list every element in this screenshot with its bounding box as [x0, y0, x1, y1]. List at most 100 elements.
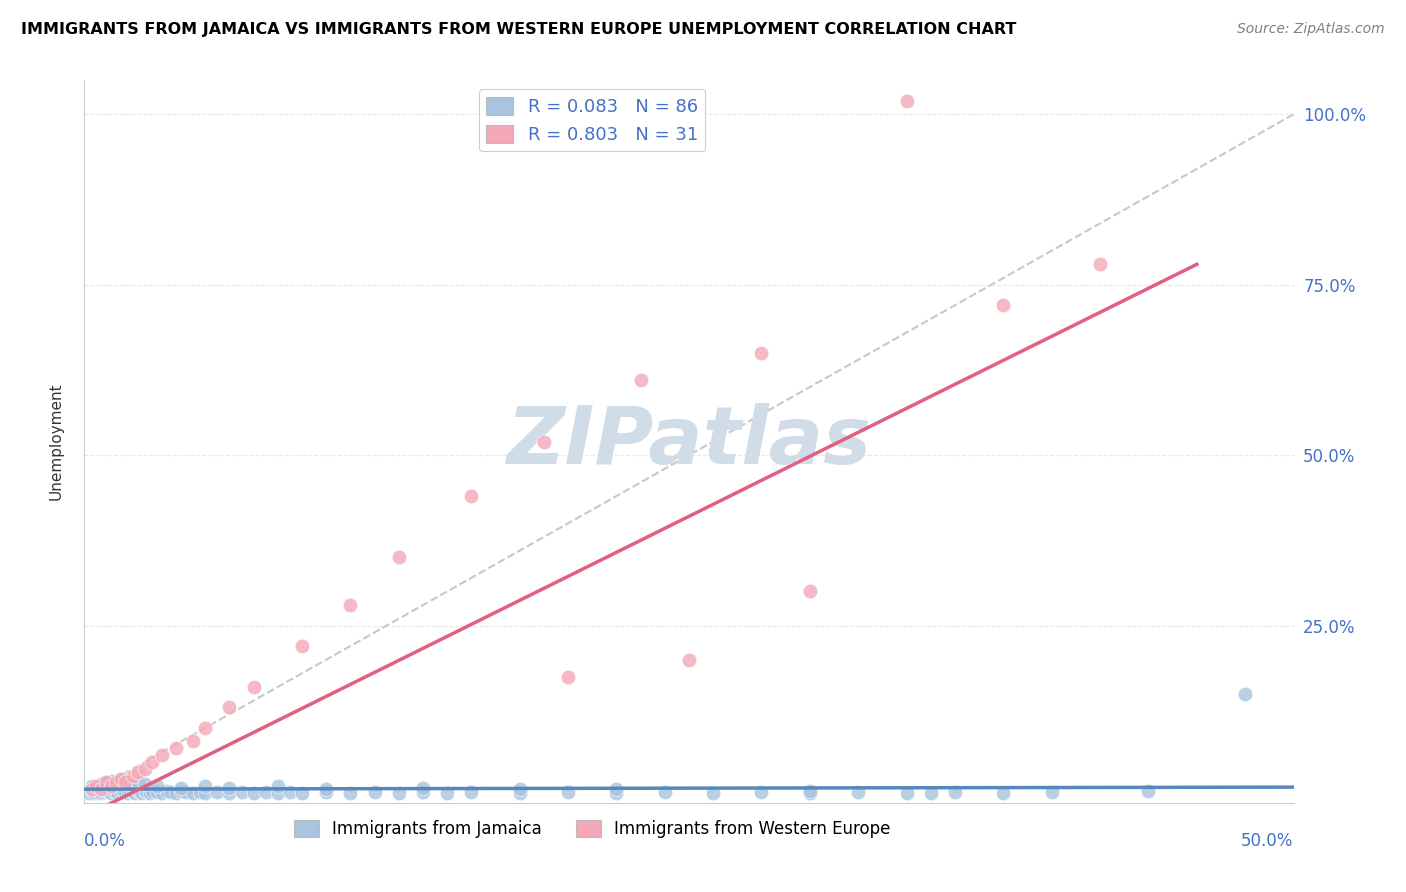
Point	[363, 785, 385, 799]
Point	[87, 784, 110, 798]
Point	[267, 779, 290, 793]
Point	[630, 373, 652, 387]
Point	[165, 741, 187, 756]
Point	[107, 786, 129, 800]
Point	[174, 785, 197, 799]
Point	[207, 785, 229, 799]
Point	[339, 598, 361, 612]
Point	[129, 785, 152, 799]
Point	[436, 786, 458, 800]
Point	[412, 785, 434, 799]
Point	[127, 784, 149, 798]
Point	[100, 786, 122, 800]
Point	[533, 434, 555, 449]
Point	[267, 786, 290, 800]
Point	[94, 775, 117, 789]
Point	[83, 786, 105, 800]
Point	[388, 550, 411, 565]
Point	[315, 785, 337, 799]
Point	[124, 786, 146, 800]
Point	[141, 755, 163, 769]
Point	[557, 670, 579, 684]
Point	[110, 785, 132, 799]
Point	[460, 489, 482, 503]
Point	[993, 786, 1015, 800]
Point	[134, 762, 156, 776]
Point	[90, 782, 112, 797]
Text: 0.0%: 0.0%	[84, 831, 127, 850]
Point	[120, 784, 142, 798]
Point	[97, 785, 120, 799]
Point	[920, 786, 942, 800]
Point	[509, 782, 531, 797]
Point	[77, 786, 100, 800]
Point	[103, 784, 125, 798]
Point	[278, 785, 301, 799]
Point	[110, 772, 132, 786]
Text: 50.0%: 50.0%	[1241, 831, 1294, 850]
Text: IMMIGRANTS FROM JAMAICA VS IMMIGRANTS FROM WESTERN EUROPE UNEMPLOYMENT CORRELATI: IMMIGRANTS FROM JAMAICA VS IMMIGRANTS FR…	[21, 22, 1017, 37]
Point	[86, 780, 108, 795]
Point	[799, 786, 821, 800]
Point	[86, 785, 108, 799]
Point	[557, 785, 579, 799]
Point	[93, 785, 115, 799]
Point	[165, 786, 187, 800]
Point	[605, 782, 627, 797]
Point	[194, 786, 217, 800]
Point	[104, 775, 127, 789]
Point	[150, 748, 173, 763]
Point	[141, 784, 163, 798]
Point	[121, 785, 143, 799]
Point	[846, 785, 869, 799]
Point	[136, 785, 159, 799]
Point	[150, 786, 173, 800]
Point	[993, 298, 1015, 312]
Point	[194, 779, 217, 793]
Point	[127, 765, 149, 780]
Point	[170, 780, 193, 795]
Y-axis label: Unemployment: Unemployment	[49, 383, 63, 500]
Point	[242, 786, 264, 800]
Point	[160, 785, 183, 799]
Point	[291, 639, 314, 653]
Point	[94, 784, 117, 798]
Point	[218, 700, 240, 714]
Point	[134, 777, 156, 791]
Point	[138, 786, 160, 800]
Point	[315, 782, 337, 797]
Point	[388, 786, 411, 800]
Point	[181, 734, 204, 748]
Point	[254, 785, 277, 799]
Point	[194, 721, 217, 735]
Point	[509, 786, 531, 800]
Point	[114, 775, 136, 789]
Point	[218, 786, 240, 800]
Point	[146, 785, 169, 799]
Point	[104, 785, 127, 799]
Point	[896, 94, 918, 108]
Point	[181, 786, 204, 800]
Legend: Immigrants from Jamaica, Immigrants from Western Europe: Immigrants from Jamaica, Immigrants from…	[287, 814, 897, 845]
Text: ZIPatlas: ZIPatlas	[506, 402, 872, 481]
Point	[1040, 785, 1063, 799]
Point	[799, 783, 821, 797]
Text: Source: ZipAtlas.com: Source: ZipAtlas.com	[1237, 22, 1385, 37]
Point	[170, 784, 193, 798]
Point	[339, 786, 361, 800]
Point	[94, 775, 117, 789]
Point	[702, 786, 724, 800]
Point	[131, 786, 153, 800]
Point	[799, 584, 821, 599]
Point	[218, 780, 240, 795]
Point	[127, 775, 149, 789]
Point	[134, 784, 156, 798]
Point	[117, 777, 139, 791]
Point	[605, 786, 627, 800]
Point	[146, 779, 169, 793]
Point	[121, 768, 143, 782]
Point	[80, 779, 103, 793]
Point	[751, 346, 773, 360]
Point	[110, 772, 132, 786]
Point	[242, 680, 264, 694]
